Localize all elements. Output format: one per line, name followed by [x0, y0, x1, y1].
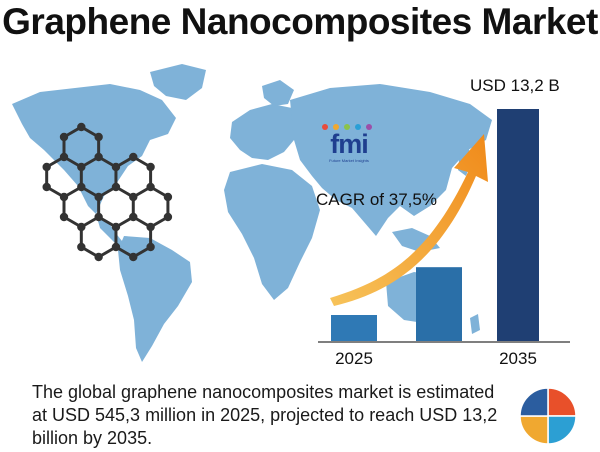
pie-slice	[547, 387, 577, 417]
lattice-atom	[94, 152, 103, 162]
pie-icon	[519, 387, 577, 445]
map-north-america	[12, 84, 176, 214]
lattice-atom	[146, 222, 155, 232]
map-greenland	[150, 64, 206, 100]
logo-dot	[355, 124, 361, 130]
fmi-logo: fmi Future Market Insights	[318, 124, 380, 163]
lattice-atom	[94, 252, 103, 262]
lattice-atom	[42, 182, 51, 192]
lattice-atom	[59, 132, 69, 142]
lattice-atom	[111, 242, 121, 252]
lattice-atom	[77, 182, 86, 192]
map-asia	[290, 84, 492, 236]
lattice-atom	[59, 192, 69, 202]
world-map	[12, 64, 492, 362]
pie-slice	[547, 415, 577, 445]
logo-dot	[344, 124, 350, 130]
bar-2035	[497, 109, 539, 341]
page-title: Graphene Nanocomposites Market	[2, 1, 598, 42]
lattice-atom	[94, 132, 103, 142]
lattice-atom	[146, 242, 155, 252]
market-description: The global graphene nanocomposites marke…	[32, 382, 498, 448]
cagr-annotation: CAGR of 37,5%	[316, 190, 437, 209]
map-europe	[230, 104, 300, 160]
bar-chart: 2025 2035	[318, 109, 570, 368]
lattice-atom	[77, 162, 86, 172]
lattice-atom	[77, 122, 86, 132]
bar-middle	[416, 267, 462, 341]
lattice-atom	[59, 212, 69, 222]
graphene-lattice	[42, 122, 173, 262]
map-africa	[224, 164, 320, 300]
lattice-atom	[146, 162, 155, 172]
bar-value-label-2035: USD 13,2 B	[470, 76, 560, 95]
logo-dot	[366, 124, 372, 130]
logo-dot	[333, 124, 339, 130]
pie-slice	[519, 387, 549, 417]
lattice-atom	[129, 152, 138, 162]
lattice-atom	[146, 182, 155, 192]
pie-slice	[519, 415, 549, 445]
map-central-america	[96, 214, 126, 248]
x-tick-label: 2025	[335, 349, 373, 368]
lattice-atom	[77, 222, 86, 232]
lattice-atom	[129, 252, 138, 262]
map-south-america	[118, 236, 192, 362]
logo-dot	[322, 124, 328, 130]
lattice-atom	[94, 192, 103, 202]
lattice-atom	[111, 182, 121, 192]
lattice-atom	[163, 192, 173, 202]
lattice-atom	[77, 242, 86, 252]
logo-wordmark: fmi	[330, 129, 369, 159]
lattice-atom	[129, 192, 138, 202]
logo-subtitle: Future Market Insights	[329, 158, 369, 163]
lattice-atom	[163, 212, 173, 222]
lattice-atom	[111, 222, 121, 232]
map-scandinavia	[262, 80, 294, 106]
lattice-atom	[42, 162, 51, 172]
lattice-atom	[59, 152, 69, 162]
x-tick-label: 2035	[499, 349, 537, 368]
lattice-atom	[129, 212, 138, 222]
bar-2025	[331, 315, 377, 341]
logo-dots	[318, 124, 380, 131]
map-new-zealand	[470, 314, 480, 334]
lattice-atom	[94, 212, 103, 222]
growth-arrow	[330, 134, 488, 306]
lattice-atom	[111, 162, 121, 172]
